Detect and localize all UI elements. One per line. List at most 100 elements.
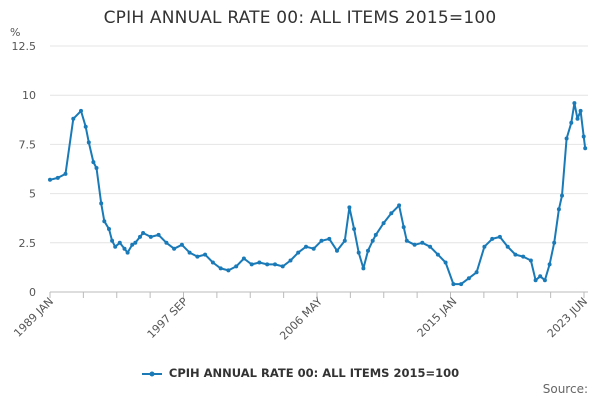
data-point	[569, 120, 574, 125]
data-point	[556, 207, 561, 212]
x-tick-label: 2006 MAY	[277, 295, 325, 343]
data-point	[113, 244, 118, 249]
data-point	[366, 248, 370, 253]
data-point	[141, 231, 146, 235]
data-point	[133, 240, 138, 245]
data-point	[497, 234, 502, 239]
y-tick-label: 7.5	[19, 138, 37, 151]
x-tick-label: 2015 JAN	[415, 295, 460, 340]
legend-swatch-icon	[141, 371, 162, 376]
data-point	[381, 221, 386, 226]
data-point	[459, 282, 464, 287]
data-point	[581, 134, 586, 139]
data-point	[342, 238, 347, 243]
data-point	[71, 116, 76, 121]
data-point	[148, 234, 153, 239]
data-point	[226, 268, 231, 273]
data-point	[490, 236, 495, 241]
data-point	[401, 225, 406, 230]
y-tick-label: 2.5	[19, 237, 37, 250]
data-point	[361, 266, 366, 271]
data-point	[533, 278, 538, 283]
data-point	[583, 146, 588, 151]
data-point	[107, 227, 111, 231]
data-point	[347, 205, 352, 210]
data-point	[370, 238, 375, 243]
data-point	[521, 254, 526, 259]
data-point	[435, 252, 440, 257]
data-point	[48, 177, 52, 182]
x-tick-label: 1989 JAN	[11, 295, 56, 340]
data-point	[505, 244, 510, 249]
data-point	[474, 270, 479, 275]
data-point	[164, 240, 169, 245]
data-point	[311, 246, 316, 251]
y-axis: 0 2.5 5 7.5 10 12.5%	[10, 26, 36, 299]
data-point	[288, 258, 293, 263]
data-point	[552, 240, 557, 245]
data-point	[542, 278, 547, 283]
data-point	[404, 238, 409, 243]
y-tick-label: 12.5	[12, 40, 37, 53]
data-point	[79, 108, 83, 113]
data-point	[547, 262, 552, 267]
data-point	[218, 266, 223, 271]
data-point	[86, 140, 91, 145]
x-tick-label: 2023 JUN	[545, 295, 590, 340]
data-point	[117, 240, 122, 245]
data-point	[99, 201, 104, 206]
data-point	[443, 260, 448, 265]
data-point	[296, 250, 301, 255]
data-point	[249, 262, 254, 267]
data-point	[397, 203, 402, 208]
y-tick-label: 5	[29, 188, 36, 201]
data-point	[234, 264, 239, 269]
data-point	[513, 252, 518, 257]
data-point	[241, 256, 246, 261]
data-point	[130, 242, 135, 247]
chart-title: CPIH ANNUAL RATE 00: ALL ITEMS 2015=100	[103, 8, 497, 28]
data-point	[335, 248, 339, 253]
data-point	[420, 240, 425, 245]
data-point	[63, 171, 68, 176]
data-point	[55, 175, 60, 180]
data-point	[172, 246, 177, 251]
data-point	[257, 260, 262, 265]
data-point	[125, 250, 130, 255]
data-point	[538, 274, 543, 279]
data-point	[102, 219, 107, 224]
data-point	[482, 244, 487, 249]
data-point	[327, 236, 332, 241]
data-point	[138, 234, 142, 239]
x-axis: 1989 JAN 1997 SEP 2006 MAY 2015 JAN 2023 JUN	[11, 292, 590, 343]
data-point	[412, 242, 417, 247]
grid-lines	[50, 45, 588, 293]
data-point	[572, 101, 577, 106]
data-point	[203, 252, 208, 257]
data-point	[265, 262, 270, 267]
legend-label: CPIH ANNUAL RATE 00: ALL ITEMS 2015=100	[168, 366, 460, 380]
data-point	[575, 116, 580, 121]
data-point	[83, 124, 88, 129]
data-point	[91, 160, 96, 165]
data-point	[110, 238, 115, 243]
data-point	[273, 262, 277, 267]
data-point	[564, 136, 569, 141]
data-point	[528, 258, 533, 263]
series-layer	[48, 101, 588, 287]
y-tick-label: 10	[22, 89, 36, 102]
data-point	[210, 260, 215, 265]
data-point	[373, 232, 378, 237]
data-point	[352, 227, 357, 231]
data-point	[319, 238, 324, 243]
data-point	[280, 264, 285, 269]
data-point	[94, 166, 99, 170]
data-point	[179, 242, 184, 247]
x-tick-label: 1997 SEP	[145, 295, 191, 341]
data-point	[578, 108, 583, 113]
data-point	[451, 282, 456, 287]
data-point	[304, 244, 308, 249]
data-point	[122, 246, 127, 251]
y-tick-label: 0	[29, 286, 36, 299]
